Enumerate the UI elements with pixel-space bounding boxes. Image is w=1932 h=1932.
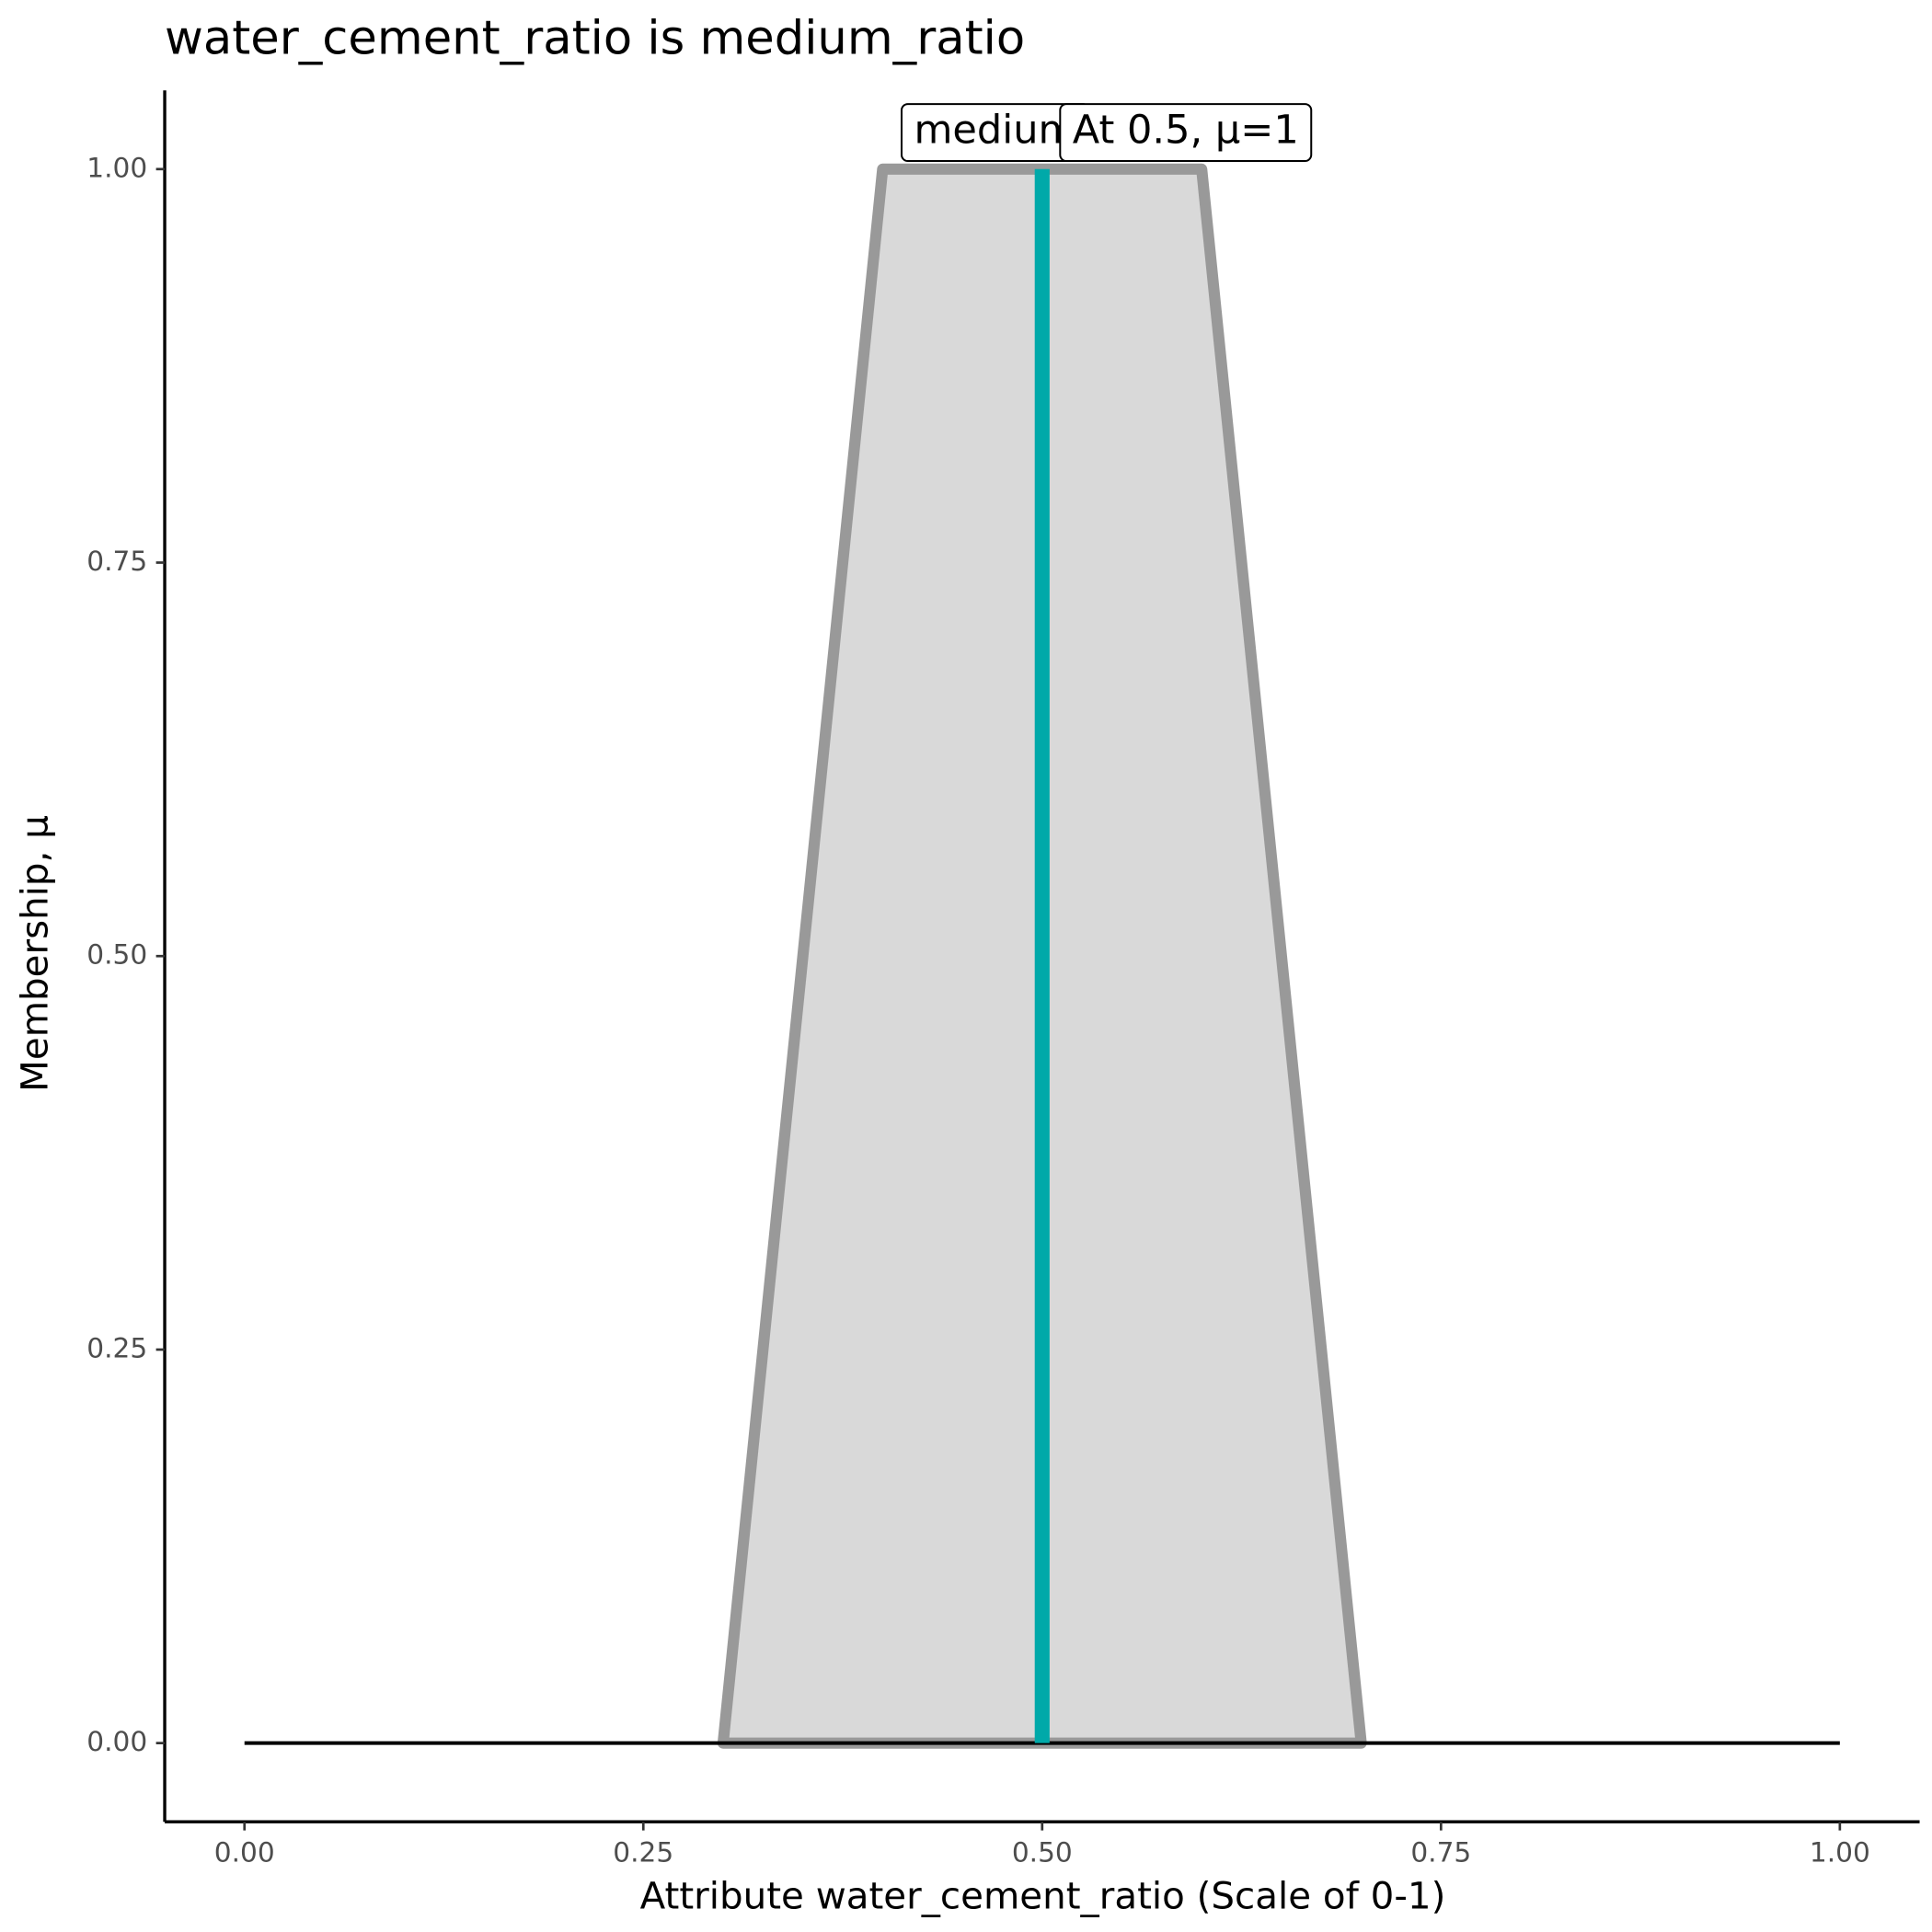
annotation: medium — [900, 103, 1090, 163]
y-tick-label: 0.50 — [86, 939, 147, 971]
x-tick-label: 0.50 — [1012, 1837, 1073, 1869]
x-tick-label: 0.75 — [1410, 1837, 1471, 1869]
y-axis-label: Membership, μ — [13, 815, 56, 1092]
x-tick-label: 0.25 — [613, 1837, 673, 1869]
x-tick-label: 0.00 — [214, 1837, 275, 1869]
annotation-box — [1059, 103, 1313, 163]
annotation: At 0.5, μ=1 — [1059, 103, 1313, 163]
y-tick-label: 0.75 — [86, 546, 147, 577]
x-tick-label: 1.00 — [1810, 1837, 1870, 1869]
y-tick-label: 0.25 — [86, 1332, 147, 1363]
chart-title: water_cement_ratio is medium_ratio — [165, 11, 1025, 65]
x-axis-label: Attribute water_cement_ratio (Scale of 0… — [640, 1875, 1446, 1918]
y-tick-label: 1.00 — [86, 152, 147, 183]
annotation-text: medium — [914, 108, 1076, 154]
y-tick-label: 0.00 — [86, 1726, 147, 1757]
annotation-text: At 0.5, μ=1 — [1073, 108, 1299, 154]
